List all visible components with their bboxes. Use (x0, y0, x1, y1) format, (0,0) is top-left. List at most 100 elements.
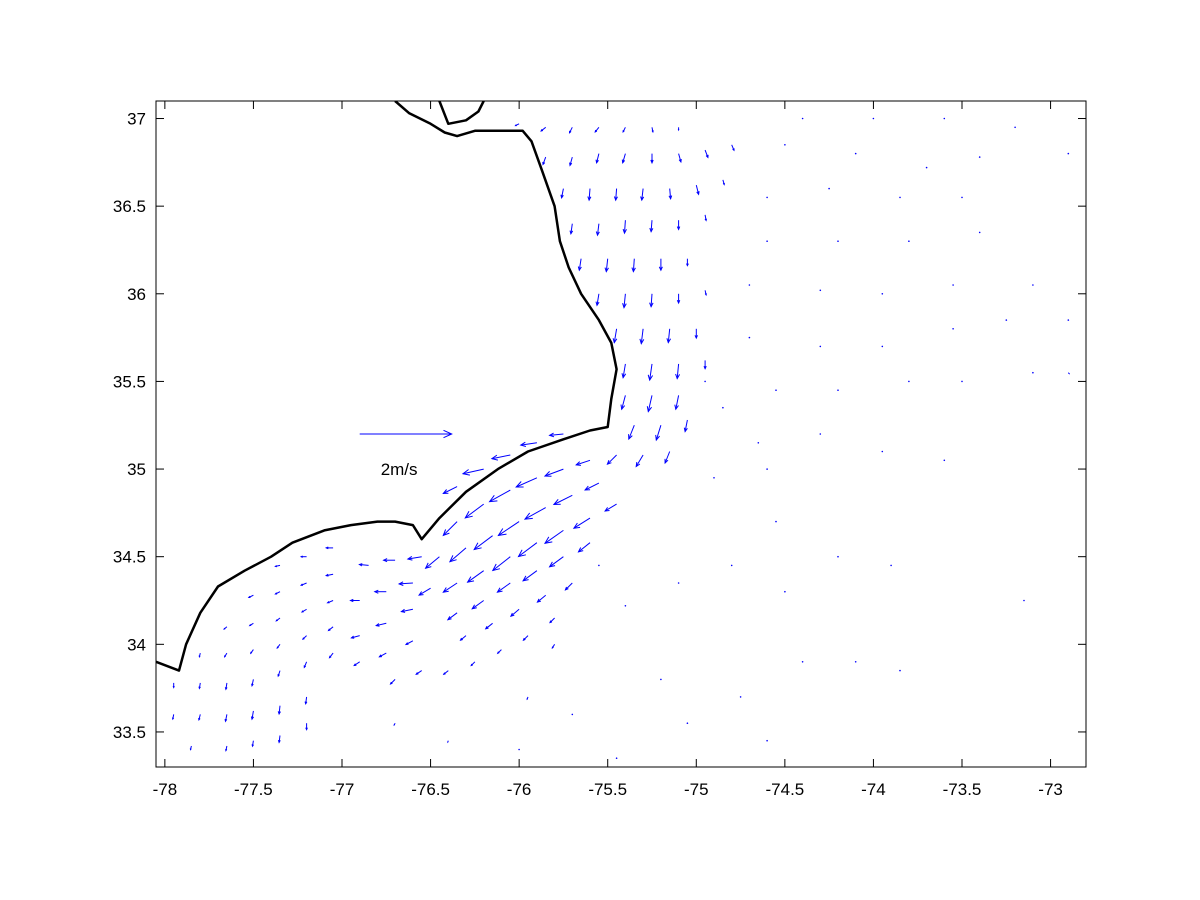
plot-area-frame (155, 100, 1087, 768)
current-vector-head (543, 471, 552, 477)
current-vector (415, 670, 422, 675)
current-vector (666, 328, 672, 344)
current-vector (620, 395, 626, 411)
current-vector-shaft (537, 594, 547, 603)
current-vector (328, 652, 334, 659)
current-vector-head (620, 404, 626, 411)
current-vector (722, 179, 725, 186)
axis-ticks-layer: -78 -77.5 -77 -76.5 -76 -75.5 -75 -74.5 -74 -73.5… (113, 101, 1086, 799)
current-vector-dot (952, 284, 954, 286)
current-vector (677, 127, 680, 132)
current-vector (686, 258, 689, 267)
y-tick-label: 34.5 (113, 548, 146, 567)
current-vector (837, 240, 839, 242)
current-vector-dot (598, 564, 600, 567)
current-vector (731, 144, 735, 152)
current-vector-shaft (561, 188, 564, 198)
current-vector (621, 363, 627, 379)
current-vector (961, 380, 963, 383)
current-vector (854, 661, 857, 663)
current-vector-shaft (588, 188, 591, 201)
current-vector-head (522, 637, 526, 642)
current-vector (704, 149, 709, 159)
current-vector (543, 468, 564, 477)
current-vector (677, 582, 680, 584)
current-vector (622, 127, 626, 134)
current-vector-shaft (473, 535, 493, 550)
current-vector (382, 558, 396, 563)
current-vector (748, 336, 751, 339)
current-vector-shaft (278, 705, 281, 714)
current-vector (775, 520, 777, 523)
current-vector (172, 714, 175, 721)
current-vector (544, 529, 564, 545)
current-vector-head (464, 511, 473, 519)
current-vector-shaft (565, 582, 573, 591)
current-vector (1067, 372, 1070, 375)
current-vector-shaft (399, 582, 413, 585)
current-vector (899, 669, 901, 672)
current-vector (198, 652, 201, 659)
current-vector (766, 468, 768, 470)
current-vector-shaft (405, 640, 414, 645)
current-vector-shaft (605, 258, 609, 272)
current-vector (522, 635, 529, 642)
current-vector-head (677, 128, 680, 132)
current-vector (943, 459, 946, 462)
current-vector-shaft (623, 293, 626, 308)
current-vector-dot (881, 345, 884, 348)
current-vector-head (621, 373, 627, 379)
current-vector (442, 521, 458, 537)
current-vector-head (276, 646, 279, 649)
current-vector-head (572, 522, 581, 529)
current-vector (651, 127, 654, 134)
current-vector-dot (784, 144, 786, 146)
current-vector (299, 555, 307, 558)
current-vector-head (415, 672, 419, 675)
current-vector-head (575, 461, 582, 466)
current-vector-shaft (669, 188, 672, 199)
current-vector (881, 293, 884, 295)
current-vector (713, 477, 715, 479)
current-vector (604, 258, 609, 273)
current-vector (373, 589, 387, 594)
current-vector (978, 231, 981, 234)
current-vector-head (198, 718, 201, 722)
current-vector (572, 517, 591, 529)
current-vector-dot (1067, 152, 1070, 155)
current-vector (622, 220, 627, 235)
current-vector-head (705, 154, 709, 159)
current-vector-head (251, 744, 254, 748)
current-vector-head (606, 460, 612, 466)
current-vector-shaft (649, 363, 653, 381)
current-vector-dot (801, 117, 804, 120)
current-vector (277, 670, 281, 678)
current-vector (277, 735, 281, 744)
x-tick-label: -77 (330, 780, 355, 799)
x-tick-label: -78 (153, 780, 178, 799)
current-vector-shaft (632, 258, 635, 272)
current-vector-head (514, 124, 517, 127)
current-vector-dot (837, 389, 839, 392)
current-vector-head (587, 196, 592, 202)
current-vector-head (612, 338, 618, 344)
current-vector (606, 454, 617, 466)
current-vector-shaft (442, 521, 458, 536)
current-vector (497, 521, 520, 537)
current-vector (674, 395, 680, 411)
current-vector-dot (571, 713, 574, 716)
current-vector-shaft (570, 223, 573, 234)
current-vector-shaft (667, 328, 671, 343)
current-vector-dot (730, 564, 733, 567)
y-tick-label: 36.5 (113, 197, 146, 216)
current-vector (828, 187, 830, 190)
current-vector-shaft (443, 582, 458, 593)
current-vector (881, 345, 884, 348)
current-vector (302, 635, 307, 641)
current-vector (470, 661, 476, 667)
current-vector-dot (837, 240, 839, 242)
current-vector-head (274, 565, 277, 568)
current-vector-dot (837, 555, 839, 558)
current-vector (496, 649, 502, 655)
current-vector-shaft (251, 710, 254, 720)
